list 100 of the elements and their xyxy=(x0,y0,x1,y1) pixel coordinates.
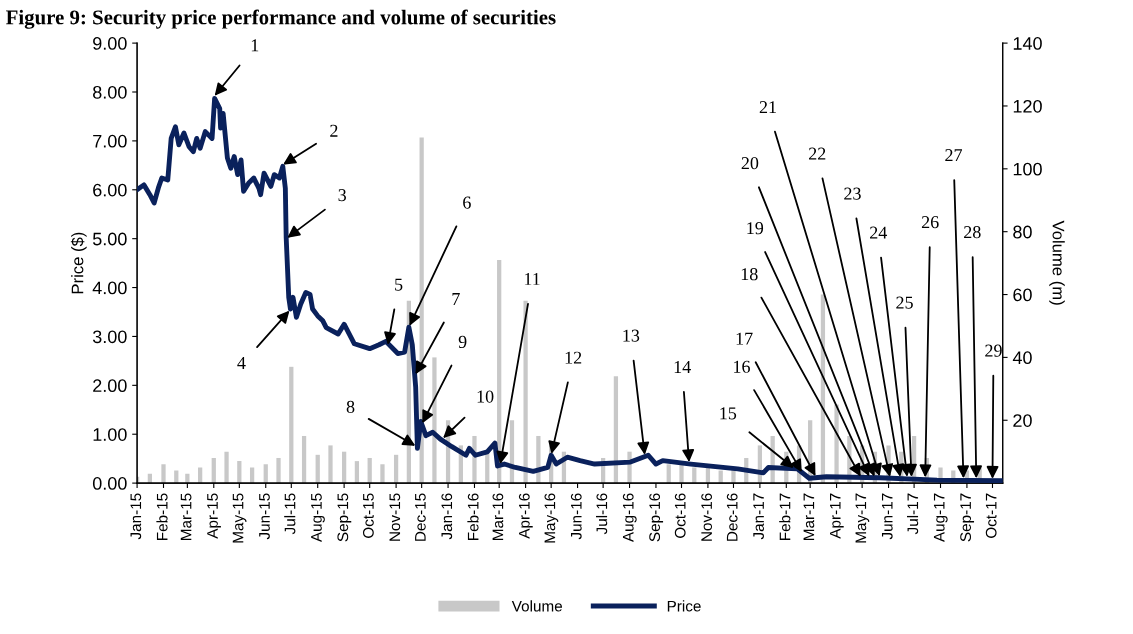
annotation: 7 xyxy=(452,293,460,305)
bar xyxy=(211,457,216,484)
bar xyxy=(289,366,294,484)
x-tick-label: May-15 xyxy=(232,493,247,543)
bar xyxy=(161,464,166,484)
x-tick-label: Apr-16 xyxy=(518,493,533,539)
y2-tick-label: 60 xyxy=(1013,288,1032,302)
bar xyxy=(341,451,347,484)
x-tick-label: Nov-15 xyxy=(389,493,401,541)
x-tick-label: Feb-17 xyxy=(779,493,791,540)
annotation: 26 xyxy=(921,216,939,229)
annotation: 5 xyxy=(395,278,403,291)
x-tick-label: Aug-16 xyxy=(622,493,637,543)
x-tick-label: Feb-16 xyxy=(467,493,479,540)
annotation: 28 xyxy=(964,226,981,239)
annotation: 17 xyxy=(736,332,753,345)
annotation: 23 xyxy=(844,187,861,200)
bar xyxy=(432,357,437,484)
bar xyxy=(315,454,320,484)
x-tick-label: Sep-17 xyxy=(960,493,975,542)
y-tick-label: 7.00 xyxy=(93,134,127,148)
bar xyxy=(666,464,671,484)
annotation: 20 xyxy=(741,157,759,170)
x-tick-label: Mar-15 xyxy=(180,493,192,540)
annotation: 4 xyxy=(237,357,246,369)
x-tick-label: Jan-16 xyxy=(441,493,453,540)
x-tick-label: Mar-16 xyxy=(492,493,504,540)
annotation: 3 xyxy=(338,189,346,202)
x-tick-label: Oct-17 xyxy=(985,493,997,538)
annotation: 16 xyxy=(734,360,750,373)
y-tick-label: 9.00 xyxy=(93,37,127,50)
x-tick-label: Jul-17 xyxy=(906,493,919,535)
x-tick-label: Mar-17 xyxy=(803,493,815,540)
x-tick-label: Jun-16 xyxy=(570,493,582,540)
y-tick-label: 0.00 xyxy=(92,477,127,490)
bar xyxy=(263,464,268,484)
annotation: 29 xyxy=(985,344,1002,357)
bar xyxy=(301,435,307,484)
bar xyxy=(276,457,281,484)
annotation: 8 xyxy=(346,400,355,413)
x-tick-label: Oct-16 xyxy=(674,493,686,538)
y-tick-label: 5.00 xyxy=(92,232,127,246)
annotation: 1 xyxy=(251,39,259,52)
y2-tick-label: 40 xyxy=(1012,351,1032,365)
y-tick-label: 4.00 xyxy=(92,281,127,295)
x-tick-label: Aug-17 xyxy=(933,493,948,543)
x-tick-label: Jul-15 xyxy=(284,493,296,535)
x-tick-label: Jan-17 xyxy=(753,493,764,540)
chart-title: Figure 9: Security price performance and volume of securities xyxy=(6,9,556,29)
annotation: 6 xyxy=(463,196,471,209)
annotation: 21 xyxy=(759,101,776,114)
annotation: 14 xyxy=(674,360,691,373)
y-tick-label: 2.00 xyxy=(93,379,127,393)
x-tick-label: Dec-16 xyxy=(726,493,738,541)
x-tick-label: Apr-15 xyxy=(207,493,221,539)
y-tick-label: 3.00 xyxy=(92,330,127,344)
x-tick-label: Apr-17 xyxy=(830,493,844,539)
legend-label: Volume xyxy=(511,600,563,612)
x-tick-label: Nov-16 xyxy=(701,493,713,541)
bar xyxy=(380,464,385,484)
y-tick-label: 1.00 xyxy=(93,428,127,441)
x-tick-label: Dec-15 xyxy=(415,493,426,541)
annotation: 27 xyxy=(945,149,963,162)
annotation: 9 xyxy=(458,335,467,348)
y-tick-label: 8.00 xyxy=(93,85,127,99)
annotation: 15 xyxy=(720,407,737,420)
y2-tick-label: 100 xyxy=(1013,162,1042,176)
annotation: 19 xyxy=(747,222,764,235)
bar xyxy=(249,467,255,484)
x-tick-label: Oct-15 xyxy=(362,493,374,538)
annotation: 22 xyxy=(809,147,826,160)
bar xyxy=(224,451,229,484)
x-tick-label: Sep-15 xyxy=(337,493,352,542)
y2-tick-label: 140 xyxy=(1013,37,1042,50)
legend-label: Price xyxy=(667,600,701,612)
bar xyxy=(367,457,372,484)
bar xyxy=(393,454,399,484)
y2-tick-label: 20 xyxy=(1013,414,1032,427)
annotation: 25 xyxy=(896,296,913,309)
x-tick-label: Feb-15 xyxy=(156,493,168,540)
x-tick-label: Aug-15 xyxy=(311,493,325,543)
annotation: 12 xyxy=(565,351,582,364)
y2-tick-label: 80 xyxy=(1013,225,1032,239)
x-tick-label: Sep-16 xyxy=(649,493,664,542)
annotation: 2 xyxy=(330,124,338,137)
bar xyxy=(692,467,697,484)
x-tick-label: Jan-15 xyxy=(130,493,142,540)
y2-axis-title: Volume (m) xyxy=(1049,220,1065,305)
x-tick-label: May-16 xyxy=(544,493,559,543)
annotation: 18 xyxy=(741,268,758,281)
y-tick-label: 6.00 xyxy=(93,183,127,197)
x-tick-label: May-17 xyxy=(855,493,870,543)
x-tick-label: Jun-17 xyxy=(881,493,893,540)
annotation: 10 xyxy=(477,390,494,403)
x-tick-label: Jul-16 xyxy=(596,493,608,535)
x-tick-label: Jun-15 xyxy=(259,493,270,540)
annotation: 24 xyxy=(870,226,888,239)
bar xyxy=(679,464,684,484)
y2-tick-label: 120 xyxy=(1013,99,1042,113)
annotation: 11 xyxy=(524,272,540,285)
